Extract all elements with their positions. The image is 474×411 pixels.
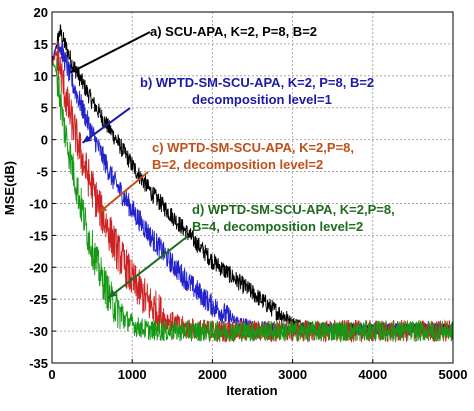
annotation-c-arrowhead [98,205,108,214]
y-tick-label: -5 [36,165,48,180]
plot-frame [51,11,454,364]
x-tick-label: 4000 [358,367,387,382]
x-tick-label: 3000 [278,367,307,382]
x-tick-label: 5000 [439,367,468,382]
series-line-d [51,57,454,344]
annotation-b-label-line2: decomposition level=1 [192,92,332,107]
series-group [51,24,454,344]
annotation-c-arrow [97,171,149,214]
y-tick-label: -10 [29,196,48,211]
x-axis-title: Iteration [226,383,277,398]
annotation-c-label-line1: c) WPTD-SM-SCU-APA, K=2,P=8, [152,140,354,155]
annotation-d-label-line2: B=4, decomposition level=2 [192,219,363,234]
annotation-d-label-line1: d) WPTD-SM-SCU-APA, K=2,P=8, [192,202,395,217]
y-tick-label: 0 [41,133,48,148]
y-tick-label: -35 [29,356,48,371]
x-tick-label: 2000 [198,367,227,382]
annotations: a) SCU-APA, K=2, P=8, B=2 b) WPTD-SM-SCU… [69,24,395,299]
y-tick-label: -30 [29,324,48,339]
annotation-b-arrow [81,107,131,144]
annotation-d-arrowhead [108,290,117,298]
y-tick-label: -25 [29,292,48,307]
x-tick-label: 0 [48,367,55,382]
y-tick-label: -20 [29,260,48,275]
y-tick-label: -15 [29,228,48,243]
y-tick-label: 10 [34,69,48,84]
tick-labels: 0 1000 2000 3000 4000 5000 20 15 10 5 0 -5 -10 -15 -20… [29,5,467,382]
y-tick-label: 20 [34,5,48,20]
annotation-a-label: a) SCU-APA, K=2, P=8, B=2 [150,24,317,39]
annotation-b-label-line1: b) WPTD-SM-SCU-APA, K=2, P=8, B=2 [140,75,374,90]
y-tick-label: 15 [34,37,48,52]
annotation-c-label-line2: B=2, decomposition level=2 [152,157,323,172]
annotation-a-arrow [69,31,151,74]
annotation-a-arrowhead [70,65,80,73]
y-axis-title: MSE(dB) [2,161,17,215]
x-tick-label: 1000 [118,367,147,382]
y-tick-label: 5 [41,101,48,116]
annotation-b-arrowhead [82,135,92,143]
annotation-d-arrow [107,235,189,299]
